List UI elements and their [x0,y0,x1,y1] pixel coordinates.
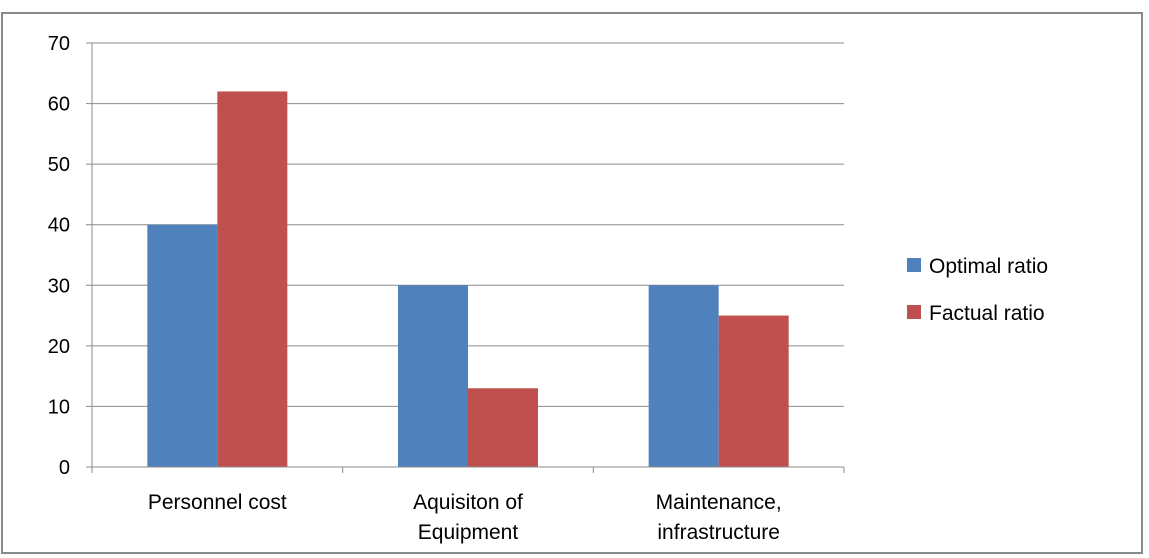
legend-label: Factual ratio [929,302,1045,325]
y-axis: 0 10 20 30 40 50 60 70 [48,33,93,479]
y-tick-label: 0 [59,457,70,479]
legend-swatch [907,305,921,319]
x-category-label: Aquisiton of [413,491,523,514]
y-tick-label: 50 [48,154,70,176]
x-category-label: infrastructure [657,521,780,544]
y-tick-label: 40 [48,215,70,237]
y-tick-label: 20 [48,336,70,358]
x-category-label: Maintenance, [656,491,782,514]
x-category-label: Equipment [418,521,519,544]
bar-factual-ratio [718,315,789,467]
y-tick-label: 70 [48,33,70,55]
x-axis: Personnel cost Aquisiton of Equipment Maint… [91,466,845,544]
legend-label: Optimal ratio [929,255,1048,278]
y-tick-label: 60 [48,94,70,116]
x-category-label: Personnel cost [148,491,287,514]
bar-optimal-ratio [648,285,719,467]
bars [147,91,789,467]
legend-swatch [907,258,921,272]
bar-optimal-ratio [398,285,468,467]
bar-optimal-ratio [147,224,218,467]
bar-factual-ratio [217,91,288,467]
y-tick-label: 10 [48,396,70,418]
y-tick-label: 30 [48,275,70,297]
legend: Optimal ratio Factual ratio [907,255,1048,325]
bar-factual-ratio [468,388,538,467]
